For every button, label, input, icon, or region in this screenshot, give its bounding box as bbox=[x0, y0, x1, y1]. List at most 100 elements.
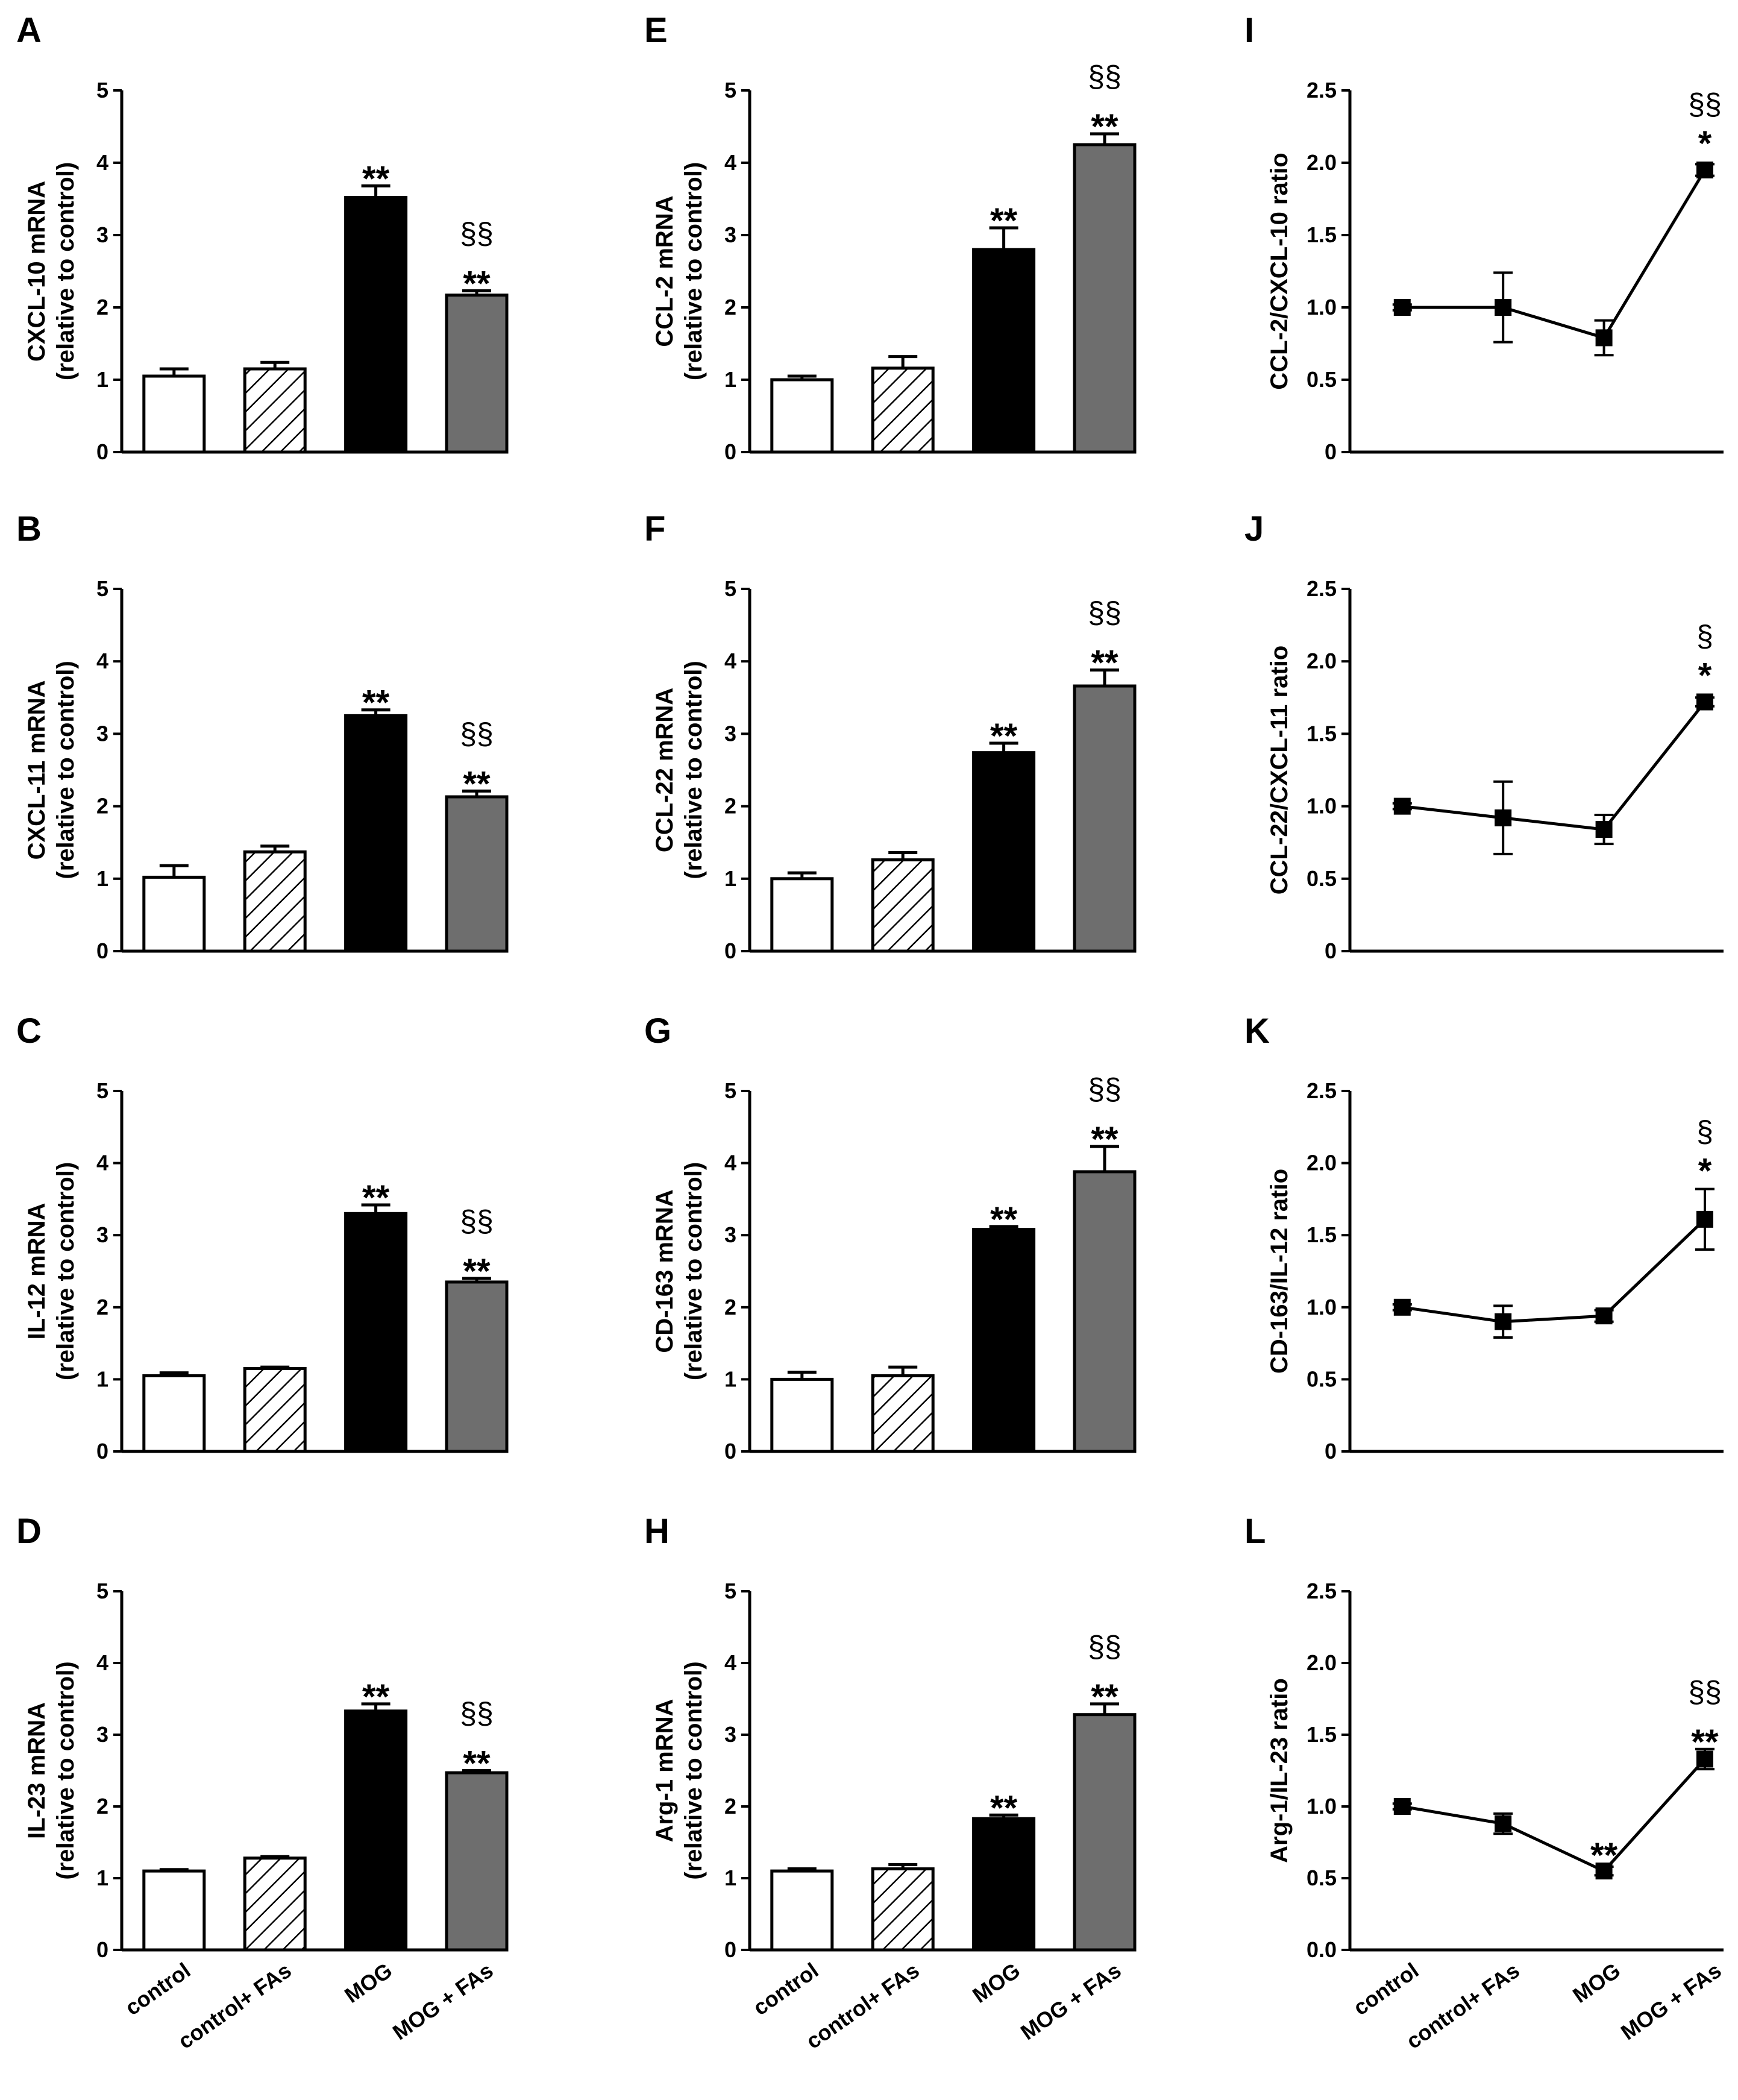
y-tick-label: 4 bbox=[724, 649, 736, 673]
bar bbox=[972, 248, 1036, 454]
y-axis-label-line: CXCL-10 mRNA bbox=[24, 181, 50, 362]
panel-letter: H bbox=[644, 1512, 670, 1551]
data-point bbox=[1393, 299, 1411, 316]
x-category-label: MOG + FAs bbox=[1016, 1958, 1126, 2045]
y-axis-label: CXCL-11 mRNA (relative to control) bbox=[24, 661, 79, 879]
bar bbox=[1073, 1713, 1137, 1952]
y-tick-label: 0 bbox=[96, 1937, 108, 1962]
series-line bbox=[1402, 1758, 1706, 1873]
y-axis-label-line: CD-163/IL-12 ratio bbox=[1266, 1169, 1293, 1374]
significance-section-marker: §§ bbox=[460, 1204, 494, 1238]
y-tick-label: 0.5 bbox=[1307, 367, 1337, 392]
series-line bbox=[1402, 700, 1706, 831]
y-axis-label-line: (relative to control) bbox=[680, 162, 707, 380]
y-axis-label-line: CCL-22/CXCL-11 ratio bbox=[1266, 646, 1293, 894]
bar bbox=[871, 1867, 935, 1952]
panel-letter: E bbox=[644, 11, 668, 50]
y-tick-label: 5 bbox=[96, 78, 108, 102]
y-tick-label: 0 bbox=[96, 938, 108, 963]
y-tick-label: 5 bbox=[724, 1579, 736, 1603]
y-tick-label: 0.5 bbox=[1307, 866, 1337, 891]
y-tick-label: 2 bbox=[724, 1295, 736, 1319]
panel-d: D IL-23 mRNA (relative to control) 0 1 2 3 4 5 **… bbox=[16, 1512, 509, 2054]
y-axis-label: CCL-22/CXCL-11 ratio bbox=[1266, 646, 1293, 894]
y-axis-label-line: (relative to control) bbox=[52, 661, 79, 879]
bar bbox=[243, 367, 307, 454]
y-axis-label: CXCL-10 mRNA (relative to control) bbox=[24, 162, 79, 380]
panel-letter: C bbox=[16, 1011, 42, 1051]
bar bbox=[972, 1817, 1036, 1952]
y-axis-label-line: CCL-2 mRNA bbox=[651, 195, 678, 347]
significance-section-marker: §§ bbox=[460, 717, 494, 750]
data-point bbox=[1595, 821, 1613, 838]
y-tick-label: 2.5 bbox=[1307, 576, 1337, 601]
significance-asterisks: ** bbox=[463, 764, 491, 803]
significance-asterisks: ** bbox=[990, 1200, 1018, 1239]
y-tick-label: 2.0 bbox=[1307, 649, 1337, 673]
panel-k: K CD-163/IL-12 ratio 0 0.5 1.0 1.5 2.0 2.5 §* bbox=[1244, 1011, 1724, 1463]
y-axis-label-line: IL-23 mRNA bbox=[24, 1702, 50, 1839]
bar bbox=[445, 1771, 509, 1952]
y-tick-label: 1 bbox=[96, 1366, 108, 1391]
y-tick-label: 0 bbox=[724, 1937, 736, 1962]
bar bbox=[770, 1869, 834, 1952]
bar bbox=[445, 1280, 509, 1453]
bar bbox=[243, 1366, 307, 1453]
significance-asterisks: * bbox=[1698, 656, 1712, 696]
data-point bbox=[1595, 1863, 1613, 1880]
bar bbox=[972, 751, 1036, 953]
bar bbox=[770, 378, 834, 454]
significance-asterisks: ** bbox=[990, 201, 1018, 240]
y-axis-label-line: (relative to control) bbox=[52, 1661, 79, 1879]
x-category-label: MOG + FAs bbox=[1616, 1958, 1726, 2045]
y-axis-label-line: CCL-22 mRNA bbox=[651, 688, 678, 852]
panel-i: I CCL-2/CXCL-10 ratio 0 0.5 1.0 1.5 2.0 2.5 §§* bbox=[1244, 11, 1724, 464]
x-category-label: control+ FAs bbox=[802, 1958, 924, 2054]
x-category-label: control bbox=[748, 1958, 823, 2020]
panel-letter: F bbox=[644, 509, 665, 549]
y-tick-label: 4 bbox=[96, 649, 108, 673]
bar bbox=[142, 374, 206, 454]
panel-f: F CCL-22 mRNA (relative to control) 0 1 2 3 4 5 *… bbox=[644, 509, 1137, 963]
x-category-label: MOG bbox=[1568, 1958, 1625, 2008]
panel-letter: G bbox=[644, 1011, 671, 1051]
y-tick-label: 2 bbox=[724, 1794, 736, 1819]
panel-letter: A bbox=[16, 11, 42, 50]
y-tick-label: 1.5 bbox=[1307, 721, 1337, 746]
bar bbox=[142, 875, 206, 953]
significance-asterisks: ** bbox=[990, 1788, 1018, 1828]
y-tick-label: 1 bbox=[724, 1366, 736, 1391]
y-axis-label: CCL-2/CXCL-10 ratio bbox=[1266, 152, 1293, 389]
y-axis-label: CD-163/IL-12 ratio bbox=[1266, 1169, 1293, 1374]
significance-asterisks: ** bbox=[463, 1252, 491, 1291]
y-tick-label: 2.0 bbox=[1307, 1151, 1337, 1175]
bar bbox=[871, 366, 935, 454]
data-point bbox=[1696, 693, 1713, 711]
y-tick-label: 2 bbox=[96, 295, 108, 319]
significance-asterisks: * bbox=[1698, 124, 1712, 163]
significance-asterisks: ** bbox=[990, 717, 1018, 756]
data-point bbox=[1696, 162, 1713, 178]
y-tick-label: 0 bbox=[96, 1439, 108, 1463]
bar bbox=[770, 877, 834, 953]
x-category-label: MOG + FAs bbox=[388, 1958, 498, 2045]
y-tick-label: 1.0 bbox=[1307, 1295, 1337, 1319]
significance-section-marker: § bbox=[1696, 620, 1713, 653]
y-tick-label: 3 bbox=[96, 222, 108, 247]
y-axis-label: CCL-22 mRNA (relative to control) bbox=[651, 661, 707, 879]
x-category-label: control bbox=[121, 1958, 195, 2020]
y-tick-label: 5 bbox=[96, 1579, 108, 1603]
bar bbox=[1073, 1170, 1137, 1453]
y-axis-label: IL-23 mRNA (relative to control) bbox=[24, 1661, 79, 1879]
y-tick-label: 4 bbox=[724, 150, 736, 175]
panel-e: E CCL-2 mRNA (relative to control) 0 1 2 3 4 5 **… bbox=[644, 11, 1137, 464]
y-tick-label: 0.0 bbox=[1307, 1937, 1337, 1962]
y-tick-label: 0 bbox=[724, 1439, 736, 1463]
y-tick-label: 1.5 bbox=[1307, 222, 1337, 247]
y-axis-label-line: CXCL-11 mRNA bbox=[24, 681, 50, 860]
bar bbox=[142, 1869, 206, 1952]
x-category-label: control bbox=[1349, 1958, 1423, 2020]
panel-letter: K bbox=[1244, 1011, 1270, 1051]
panel-h: H Arg-1 mRNA (relative to control) 0 1 2 3 4 5 **… bbox=[644, 1512, 1137, 2054]
panel-letter: I bbox=[1244, 11, 1254, 50]
